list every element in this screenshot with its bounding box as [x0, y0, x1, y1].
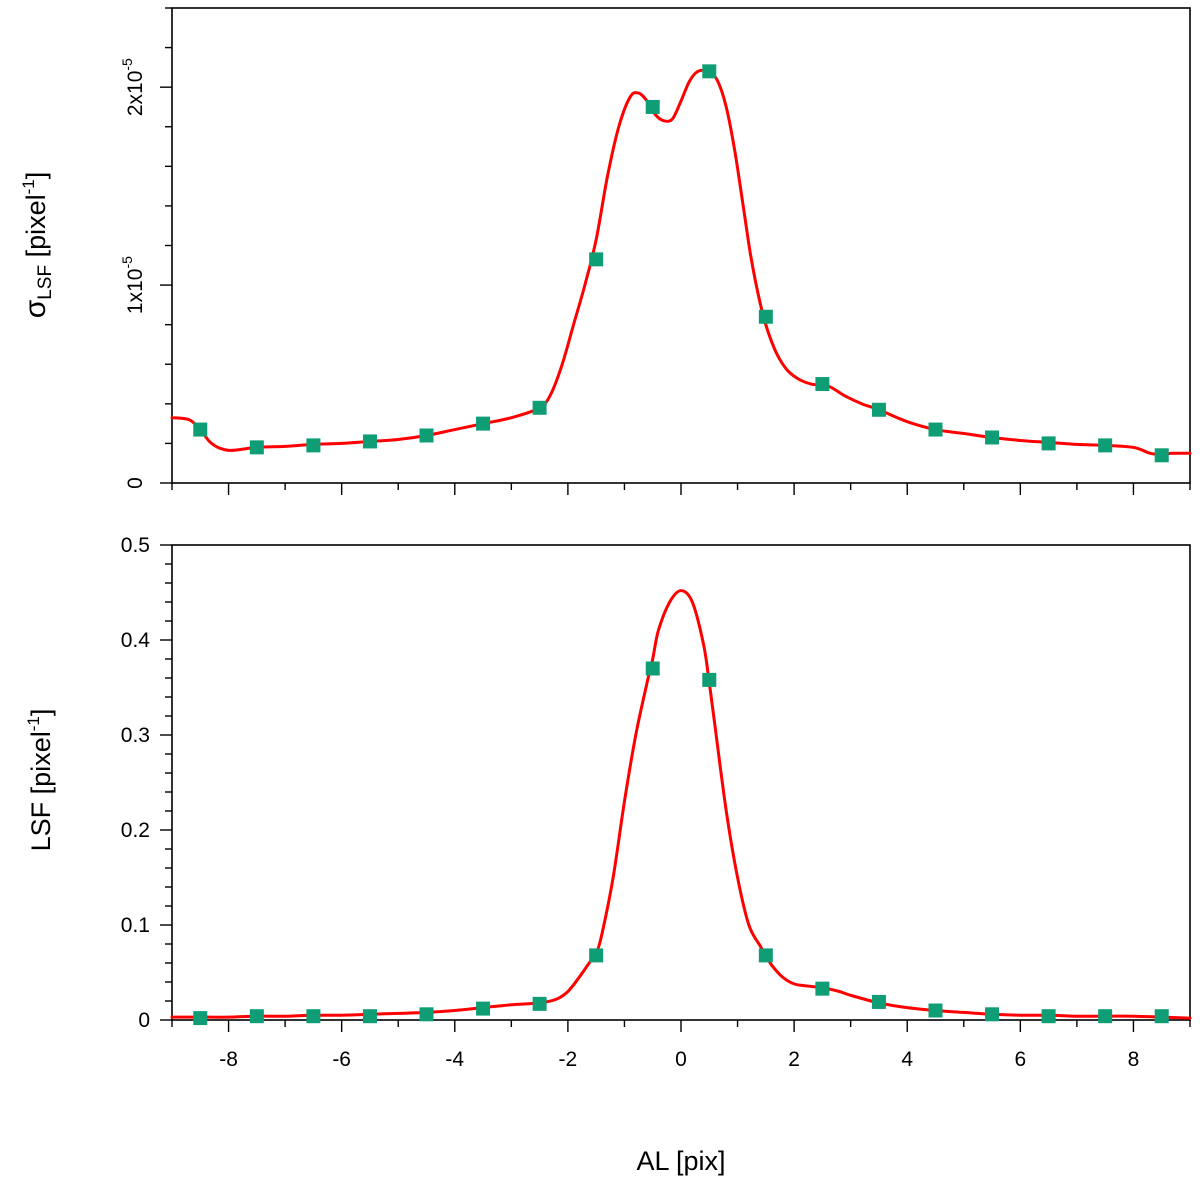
sigma-lsf-marker — [928, 422, 943, 437]
lsf-markers — [193, 661, 1169, 1026]
y-tick-label: 0.2 — [121, 819, 150, 842]
lsf-marker — [815, 981, 830, 996]
y-tick-label: 1x10-5 — [119, 256, 147, 314]
x-tick-label: 0 — [675, 1048, 687, 1071]
lsf-marker — [532, 996, 547, 1011]
y-tick-label-mantissa: 1x10 — [124, 269, 147, 315]
sigma-lsf-marker — [419, 428, 434, 443]
sigma-lsf-y-label-symbol: σ — [19, 299, 52, 318]
lsf-marker — [193, 1011, 208, 1026]
lsf-curve — [170, 589, 1192, 1020]
lsf-marker — [871, 994, 886, 1009]
x-tick-label: 6 — [1014, 1048, 1026, 1071]
lsf-marker — [306, 1009, 321, 1024]
lsf-y-label-superscript: -1 — [24, 716, 43, 731]
sigma-lsf-marker — [985, 430, 1000, 445]
lsf-marker — [249, 1009, 264, 1024]
y-tick-label-mantissa: 2x10 — [124, 71, 147, 117]
sigma-lsf-marker — [193, 422, 208, 437]
sigma-lsf-marker — [362, 434, 377, 449]
y-tick-label-exponent: -5 — [119, 58, 135, 71]
sigma-lsf-y-label-subscript: LSF — [35, 265, 56, 300]
x-tick-label: 4 — [901, 1048, 913, 1071]
sigma-lsf-y-axis-label: σLSF [pixel-1] — [19, 172, 56, 319]
y-tick-label: 0.4 — [121, 629, 151, 652]
sigma-lsf-marker — [589, 252, 604, 267]
lsf-marker — [1098, 1009, 1113, 1024]
lsf-y-label-main: LSF — [26, 802, 56, 852]
x-tick-label: -8 — [219, 1048, 238, 1071]
lsf-marker — [702, 672, 717, 687]
sigma-lsf-marker — [815, 377, 830, 392]
lsf-marker — [928, 1003, 943, 1018]
sigma-lsf-markers — [193, 64, 1169, 463]
y-tick-label: 0 — [138, 1009, 150, 1032]
sigma-lsf-marker — [1098, 438, 1113, 453]
sigma-lsf-y-label-close: ] — [21, 172, 51, 180]
sigma-lsf-plot-frame — [171, 7, 1191, 484]
lsf-marker — [985, 1007, 1000, 1022]
sigma-lsf-marker — [1154, 448, 1169, 463]
sigma-lsf-curve — [170, 68, 1192, 456]
lsf-marker — [1154, 1009, 1169, 1024]
lsf-ticks — [160, 544, 1191, 1032]
sigma-lsf-marker — [249, 440, 264, 455]
y-tick-label: 2x10-5 — [119, 58, 147, 116]
sigma-lsf-marker — [476, 416, 491, 431]
x-tick-label: -2 — [559, 1048, 578, 1071]
y-tick-label: 0 — [124, 477, 147, 489]
lsf-marker — [589, 948, 604, 963]
y-tick-label: 0.3 — [121, 724, 150, 747]
sigma-lsf-marker — [758, 309, 773, 324]
x-axis-label: AL [pix] — [636, 1146, 725, 1176]
sigma-lsf-y-label-unit: [pixel — [21, 194, 51, 265]
lsf-marker — [419, 1007, 434, 1022]
x-tick-label: -4 — [445, 1048, 464, 1071]
lsf-curve-group — [170, 589, 1192, 1020]
sigma-lsf-y-label-superscript: -1 — [19, 179, 38, 194]
y-tick-label-exponent: -5 — [119, 256, 135, 269]
x-tick-label: -6 — [332, 1048, 351, 1071]
sigma-lsf-marker — [702, 64, 717, 79]
sigma-lsf-marker — [306, 438, 321, 453]
sigma-lsf-marker — [1041, 436, 1056, 451]
lsf-y-label-unit: [pixel — [26, 731, 56, 802]
lsf-y-axis-label: LSF [pixel-1] — [24, 709, 56, 852]
lsf-marker — [1041, 1009, 1056, 1024]
lsf-marker — [476, 1001, 491, 1016]
x-tick-label: 2 — [788, 1048, 800, 1071]
lsf-x-tick-labels: -8 -6 -4 -2 0 2 4 6 8 — [219, 1048, 1139, 1071]
lsf-marker — [362, 1009, 377, 1024]
lsf-y-tick-labels: 0 0.1 0.2 0.3 0.4 0.5 — [121, 534, 151, 1032]
lsf-marker — [758, 948, 773, 963]
lsf-y-label-close: ] — [26, 709, 56, 717]
y-tick-label: 0.1 — [121, 914, 150, 937]
sigma-lsf-marker — [532, 400, 547, 415]
lsf-panel: 0 0.1 0.2 0.3 0.4 0.5 -8 -6 -4 -2 0 2 4 6 8 LSF [pixe… — [24, 534, 1192, 1176]
sigma-lsf-marker — [871, 402, 886, 417]
x-tick-label: 8 — [1128, 1048, 1140, 1071]
sigma-lsf-marker — [645, 99, 660, 114]
y-tick-label-mantissa: 0 — [124, 477, 147, 489]
y-tick-label: 0.5 — [121, 534, 150, 557]
sigma-lsf-curve-group — [170, 68, 1192, 456]
lsf-marker — [645, 661, 660, 676]
lsf-plot-frame — [171, 544, 1191, 1021]
sigma-lsf-ticks — [160, 7, 1191, 495]
